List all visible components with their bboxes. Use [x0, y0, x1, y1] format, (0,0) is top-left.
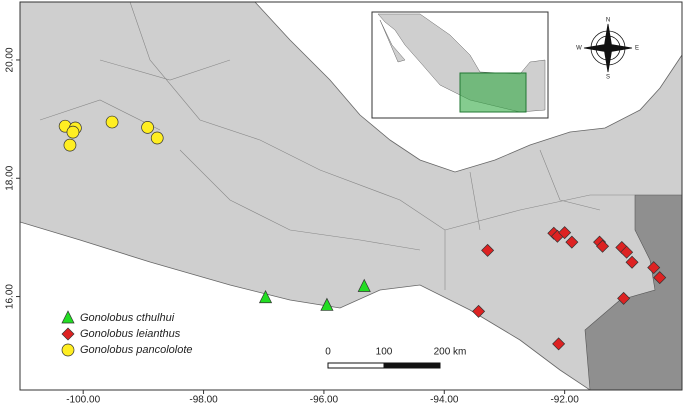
- x-tick-label: -92.00: [550, 395, 579, 406]
- point: [620, 245, 634, 259]
- legend-symbol: [61, 310, 75, 324]
- compass-label: W: [576, 46, 582, 52]
- point: [320, 297, 334, 311]
- scale-label: 200 km: [434, 347, 467, 358]
- point: [258, 289, 273, 304]
- point: [141, 121, 154, 134]
- point: [472, 304, 486, 318]
- point: [647, 261, 661, 275]
- x-tick-label: -100.00: [66, 395, 100, 406]
- legend-label: Gonolobus leianthus: [80, 328, 181, 340]
- point: [105, 115, 119, 129]
- point: [552, 337, 566, 351]
- legend-symbol: [61, 327, 75, 341]
- compass-label: E: [635, 46, 639, 52]
- point: [565, 235, 579, 249]
- inset-extent: [459, 72, 527, 113]
- compass-label: N: [606, 18, 610, 24]
- frame: [19, 1, 683, 391]
- legend-label: Gonolobus pancololote: [80, 344, 193, 356]
- compass-label: S: [606, 75, 610, 81]
- scale-label: 100: [376, 347, 393, 358]
- point: [653, 271, 667, 285]
- point: [63, 138, 77, 152]
- point: [558, 226, 572, 240]
- y-tick-label: 18.00: [5, 165, 16, 190]
- point: [596, 239, 610, 253]
- legend-label: Gonolobus cthulhui: [80, 312, 175, 324]
- scale-bar: [327, 362, 441, 369]
- point: [357, 278, 371, 292]
- x-tick-label: -98.00: [189, 395, 218, 406]
- inset: [371, 11, 549, 119]
- y-tick-label: 16.00: [5, 284, 16, 309]
- x-tick-label: -96.00: [310, 395, 339, 406]
- point: [617, 291, 631, 305]
- legend-symbol: [61, 343, 75, 357]
- y-tick-label: 20.00: [5, 47, 16, 72]
- scale-label: 0: [325, 347, 331, 358]
- compass: [583, 23, 633, 73]
- x-tick-label: -94.00: [430, 395, 459, 406]
- point: [625, 255, 639, 269]
- point: [481, 243, 495, 257]
- borders: [39, 1, 635, 290]
- point: [150, 131, 164, 145]
- point: [66, 125, 80, 139]
